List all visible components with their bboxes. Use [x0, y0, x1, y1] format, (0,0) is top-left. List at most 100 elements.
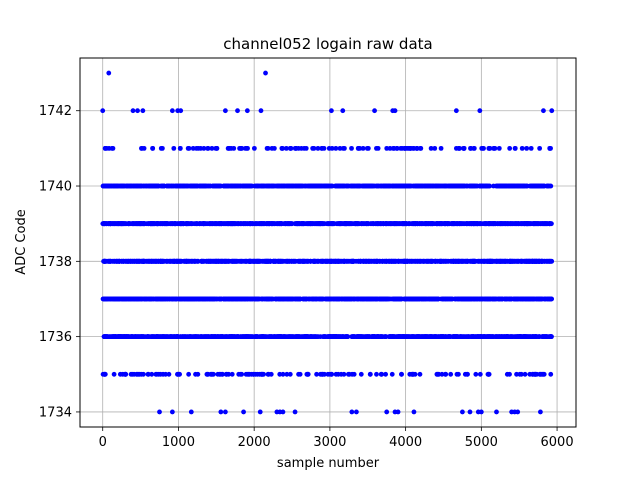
data-point	[486, 221, 491, 227]
data-point	[276, 258, 281, 264]
data-point	[417, 183, 423, 189]
data-point	[495, 183, 501, 189]
data-point	[499, 258, 505, 264]
data-point	[451, 221, 457, 227]
data-point	[384, 296, 390, 302]
data-point	[548, 296, 553, 302]
data-point	[530, 221, 536, 227]
data-point	[406, 296, 412, 302]
data-point	[546, 258, 552, 264]
data-point	[211, 183, 217, 189]
data-point	[274, 221, 280, 227]
data-point	[257, 258, 263, 264]
data-point	[389, 221, 394, 227]
data-point	[524, 258, 529, 264]
data-point	[451, 258, 457, 264]
data-point	[321, 221, 327, 227]
data-point	[456, 145, 462, 151]
data-point	[542, 296, 548, 302]
data-point	[265, 183, 271, 189]
data-point	[113, 183, 119, 189]
data-point	[265, 145, 271, 151]
data-point	[205, 145, 211, 151]
data-point	[510, 183, 516, 189]
data-point	[342, 221, 348, 227]
data-point	[119, 258, 125, 264]
data-point	[238, 258, 244, 264]
data-point	[471, 296, 477, 302]
data-point	[216, 183, 222, 189]
data-point	[411, 145, 417, 151]
data-point	[515, 183, 520, 189]
data-point	[365, 145, 371, 151]
data-point	[257, 183, 263, 189]
data-point	[546, 221, 552, 227]
data-point	[310, 145, 316, 151]
data-point	[277, 183, 283, 189]
data-point	[190, 145, 196, 151]
data-point	[131, 258, 137, 264]
data-point	[428, 145, 434, 151]
data-point	[160, 296, 166, 302]
data-point	[296, 296, 302, 302]
data-point	[113, 258, 119, 264]
data-point	[537, 183, 542, 189]
data-point	[171, 145, 177, 151]
data-point	[120, 183, 126, 189]
data-point	[304, 258, 310, 264]
data-point	[227, 296, 233, 302]
data-point	[263, 296, 269, 302]
data-point	[398, 145, 404, 151]
data-point	[302, 296, 308, 302]
data-point	[207, 183, 213, 189]
data-point	[373, 296, 379, 302]
data-point	[252, 258, 257, 264]
data-point	[231, 145, 237, 151]
data-point	[518, 183, 524, 189]
data-point	[124, 258, 130, 264]
data-point	[131, 183, 136, 189]
data-point	[368, 221, 374, 227]
data-point	[185, 145, 191, 151]
data-point	[124, 183, 129, 189]
data-point	[202, 183, 208, 189]
data-point	[173, 296, 178, 302]
data-point	[455, 258, 461, 264]
data-point	[244, 183, 250, 189]
data-point	[537, 296, 543, 302]
data-point	[425, 183, 431, 189]
data-point	[319, 145, 325, 151]
data-point	[461, 145, 467, 151]
data-point	[530, 183, 535, 189]
data-point	[296, 183, 302, 189]
data-point	[339, 183, 345, 189]
data-point	[458, 221, 464, 227]
data-point	[250, 221, 255, 227]
data-point	[465, 221, 470, 227]
data-point	[304, 183, 309, 189]
data-point	[431, 221, 437, 227]
data-point	[291, 258, 297, 264]
data-point	[249, 183, 255, 189]
data-point	[496, 145, 502, 151]
data-point	[345, 296, 351, 302]
data-point	[374, 145, 379, 151]
data-point	[480, 183, 486, 189]
data-point	[226, 258, 232, 264]
data-point	[329, 221, 335, 227]
data-point	[127, 183, 133, 189]
data-point	[137, 296, 143, 302]
data-point	[342, 145, 347, 151]
data-point	[429, 296, 435, 302]
data-point	[524, 183, 530, 189]
data-point	[286, 183, 292, 189]
data-point	[396, 221, 401, 227]
data-point	[171, 221, 177, 227]
data-point	[391, 296, 397, 302]
data-point	[315, 183, 321, 189]
data-point	[183, 296, 189, 302]
data-point	[386, 183, 392, 189]
data-point	[271, 258, 276, 264]
data-point	[319, 183, 325, 189]
data-point	[424, 258, 430, 264]
